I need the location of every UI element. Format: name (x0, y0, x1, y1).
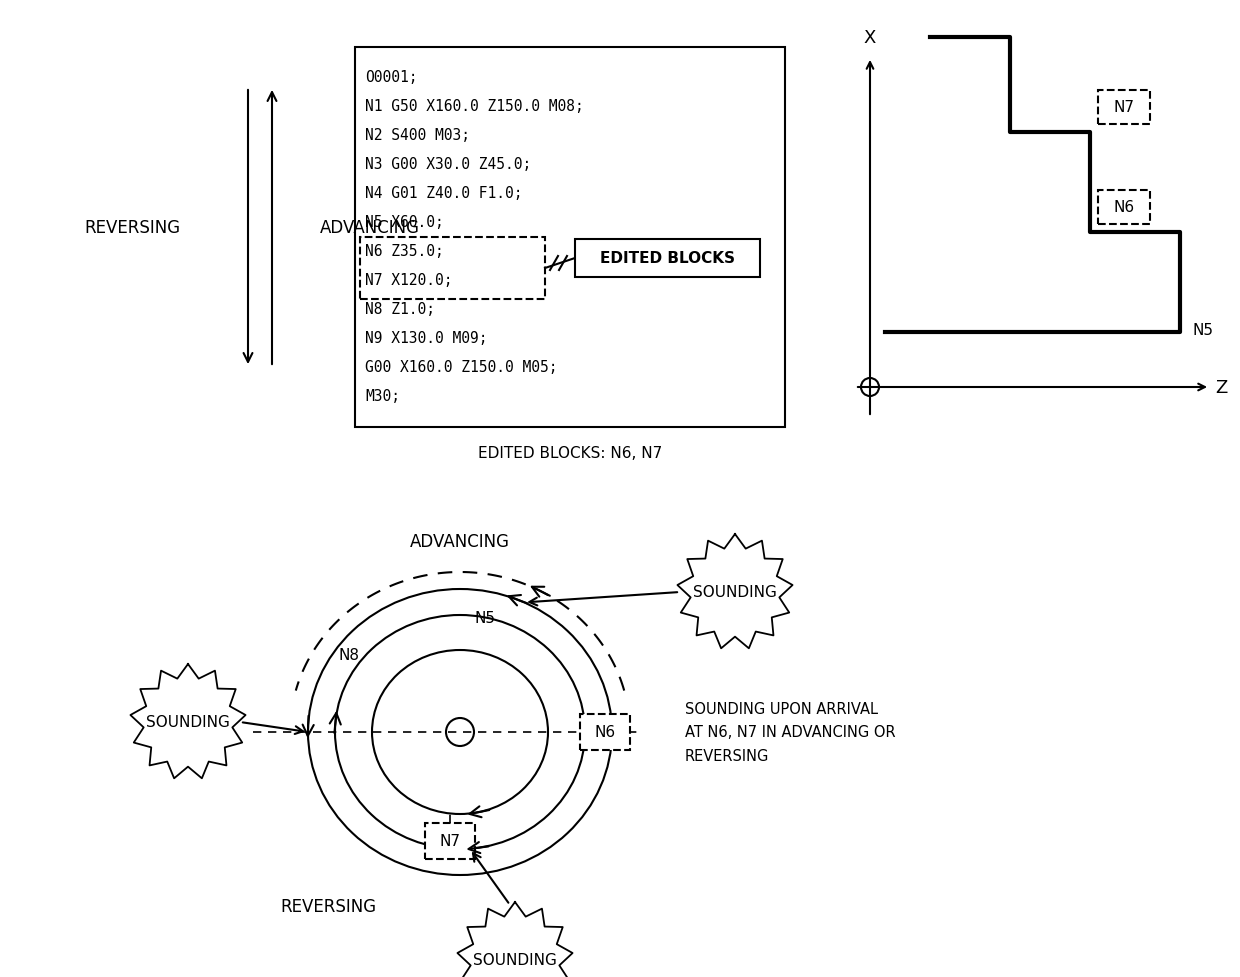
FancyBboxPatch shape (575, 239, 760, 277)
FancyBboxPatch shape (580, 714, 630, 750)
Polygon shape (130, 664, 246, 779)
Polygon shape (677, 534, 792, 649)
Text: N7: N7 (439, 833, 460, 849)
FancyBboxPatch shape (1097, 91, 1149, 125)
Text: REVERSING: REVERSING (280, 897, 376, 915)
Text: N5 X60.0;: N5 X60.0; (365, 215, 444, 230)
FancyBboxPatch shape (355, 48, 785, 428)
Text: N4 G01 Z40.0 F1.0;: N4 G01 Z40.0 F1.0; (365, 186, 522, 201)
Text: N7 X120.0;: N7 X120.0; (365, 273, 453, 287)
Text: SOUNDING: SOUNDING (693, 585, 777, 600)
Text: N3 G00 X30.0 Z45.0;: N3 G00 X30.0 Z45.0; (365, 157, 531, 172)
Text: SOUNDING: SOUNDING (474, 953, 557, 967)
Text: N6 Z35.0;: N6 Z35.0; (365, 243, 444, 259)
FancyBboxPatch shape (1097, 191, 1149, 225)
Text: X: X (864, 29, 877, 47)
Text: Z: Z (1215, 379, 1228, 397)
Text: G00 X160.0 Z150.0 M05;: G00 X160.0 Z150.0 M05; (365, 360, 558, 374)
Text: ADVANCING: ADVANCING (410, 532, 510, 550)
Text: EDITED BLOCKS: EDITED BLOCKS (600, 251, 735, 266)
Text: SOUNDING UPON ARRIVAL
AT N6, N7 IN ADVANCING OR
REVERSING: SOUNDING UPON ARRIVAL AT N6, N7 IN ADVAN… (684, 701, 895, 763)
FancyBboxPatch shape (425, 824, 475, 859)
Text: SOUNDING: SOUNDING (146, 715, 229, 730)
Text: M30;: M30; (365, 389, 401, 404)
Text: N8 Z1.0;: N8 Z1.0; (365, 302, 435, 317)
Text: N7: N7 (1114, 101, 1135, 115)
Text: ADVANCING: ADVANCING (320, 219, 420, 236)
Text: N9 X130.0 M09;: N9 X130.0 M09; (365, 330, 487, 346)
Text: N5: N5 (1192, 323, 1213, 338)
Text: N2 S400 M03;: N2 S400 M03; (365, 128, 470, 143)
Text: O0001;: O0001; (365, 70, 418, 85)
Text: N8: N8 (339, 648, 360, 662)
Text: EDITED BLOCKS: N6, N7: EDITED BLOCKS: N6, N7 (477, 446, 662, 460)
Text: N1 G50 X160.0 Z150.0 M08;: N1 G50 X160.0 Z150.0 M08; (365, 99, 584, 114)
Text: REVERSING: REVERSING (84, 219, 180, 236)
Polygon shape (458, 902, 573, 977)
Text: N5: N5 (475, 611, 495, 626)
Text: N6: N6 (1114, 200, 1135, 215)
Text: N6: N6 (594, 725, 615, 740)
